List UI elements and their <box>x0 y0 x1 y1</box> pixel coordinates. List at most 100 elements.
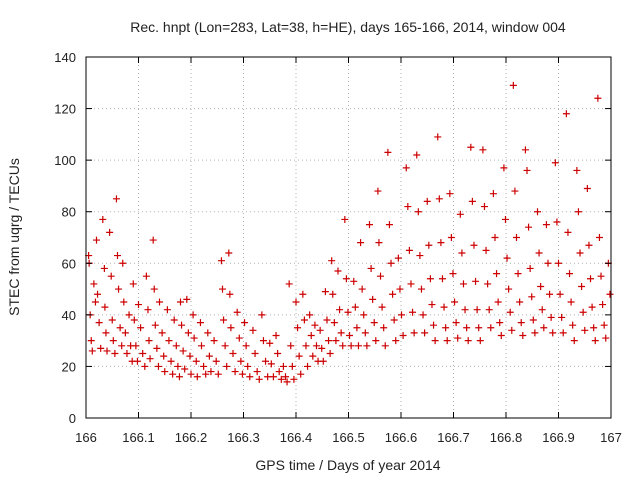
data-point <box>154 362 162 370</box>
data-point <box>576 249 584 257</box>
data-point <box>163 306 171 314</box>
y-tick-label: 0 <box>69 411 76 426</box>
data-point <box>297 370 305 378</box>
data-point <box>370 319 378 327</box>
data-point <box>97 344 105 352</box>
data-point <box>198 342 205 350</box>
data-point <box>380 324 388 332</box>
data-point <box>496 319 504 327</box>
data-point <box>346 331 354 339</box>
data-point <box>120 298 128 306</box>
data-point <box>174 362 182 370</box>
data-point <box>479 146 487 154</box>
data-point <box>269 373 277 381</box>
data-point <box>328 257 336 265</box>
y-tick-label: 60 <box>62 256 76 271</box>
data-point <box>235 334 243 342</box>
data-point <box>336 306 344 314</box>
data-point <box>212 357 220 365</box>
data-point <box>456 210 464 218</box>
data-point <box>566 270 574 278</box>
data-point <box>170 316 178 324</box>
data-point <box>279 362 287 370</box>
data-point <box>275 368 283 376</box>
data-point <box>358 285 366 293</box>
data-point <box>233 308 241 316</box>
data-point <box>587 275 595 283</box>
data-point <box>266 339 274 347</box>
data-point <box>442 324 450 332</box>
data-point <box>369 295 377 303</box>
data-point <box>267 360 275 368</box>
data-point <box>132 342 140 350</box>
data-point <box>226 290 234 298</box>
axis-ticks <box>85 56 612 419</box>
data-point <box>517 319 525 327</box>
data-point <box>366 221 373 229</box>
data-point <box>426 275 434 283</box>
data-point <box>581 326 589 334</box>
data-point <box>600 321 608 329</box>
data-point <box>125 311 133 319</box>
data-point <box>150 285 158 293</box>
data-point <box>207 368 215 376</box>
data-point <box>394 254 402 262</box>
data-point <box>205 352 213 360</box>
data-point <box>151 321 159 329</box>
data-point <box>95 319 103 327</box>
data-point <box>497 331 505 339</box>
data-point <box>262 357 270 365</box>
data-point <box>337 329 345 337</box>
data-point <box>300 316 308 324</box>
data-point <box>523 166 531 174</box>
data-point <box>564 228 572 236</box>
data-point <box>374 187 382 195</box>
data-point <box>484 280 492 288</box>
data-point <box>90 280 98 288</box>
data-point <box>103 347 111 355</box>
data-point <box>585 241 593 249</box>
data-point <box>463 324 471 332</box>
data-point <box>165 337 173 345</box>
data-point <box>602 334 610 342</box>
data-point <box>381 342 389 350</box>
data-point <box>357 239 365 247</box>
data-point <box>590 324 598 332</box>
data-point <box>595 234 603 241</box>
y-tick-label: 20 <box>62 359 76 374</box>
data-point <box>200 362 208 370</box>
x-tick-label: 166.7 <box>437 430 470 445</box>
data-point <box>169 370 177 378</box>
data-point <box>183 295 191 303</box>
data-point <box>413 151 421 159</box>
data-point <box>431 337 439 345</box>
data-point <box>109 337 117 345</box>
data-point <box>251 350 259 358</box>
data-point <box>384 148 392 156</box>
data-point <box>123 350 131 358</box>
data-point <box>223 362 231 370</box>
data-point <box>283 378 291 386</box>
data-point <box>88 347 96 355</box>
data-point <box>425 241 433 249</box>
data-point <box>287 342 295 350</box>
x-tick-label: 166.1 <box>122 430 155 445</box>
data-point <box>402 164 410 172</box>
data-point <box>454 334 462 342</box>
x-tick-label: 166 <box>75 430 97 445</box>
y-tick-label: 120 <box>54 102 76 117</box>
data-point <box>190 334 198 342</box>
data-point <box>449 270 457 278</box>
data-point <box>295 352 303 360</box>
data-point <box>567 298 575 306</box>
y-axis-label: STEC from uqrg / TECUs <box>6 158 22 316</box>
data-point <box>118 342 126 350</box>
data-point <box>553 218 561 226</box>
data-point <box>549 329 557 337</box>
data-point <box>470 241 478 249</box>
data-point <box>399 331 407 339</box>
data-point <box>153 344 161 352</box>
data-point <box>292 298 300 306</box>
data-point <box>304 362 312 370</box>
data-point <box>574 208 582 216</box>
